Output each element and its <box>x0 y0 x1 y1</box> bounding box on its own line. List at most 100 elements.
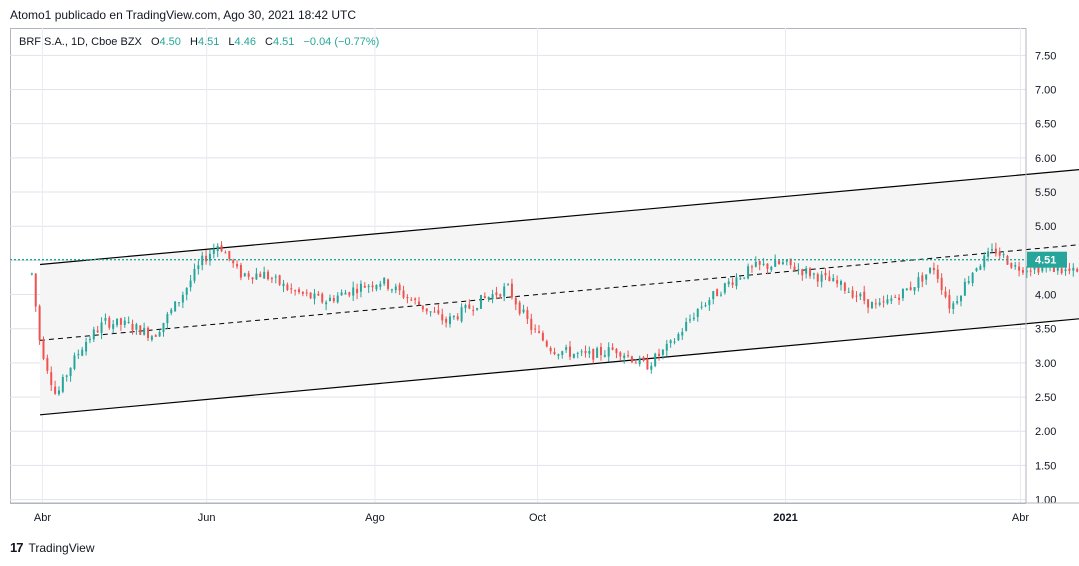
candle-body <box>774 260 777 267</box>
y-tick-label: 4.00 <box>1035 290 1056 302</box>
candle-body <box>526 310 529 320</box>
candle-body <box>716 289 719 297</box>
candle-body <box>789 258 792 266</box>
candle-body <box>607 347 610 357</box>
candle-body <box>863 291 866 301</box>
candle-body <box>983 255 986 268</box>
y-tick-label: 1.50 <box>1035 460 1056 472</box>
candle-body <box>553 351 556 355</box>
candle-body <box>352 287 355 296</box>
candle-body <box>708 300 711 306</box>
candle-body <box>375 285 378 290</box>
candle-body <box>282 283 285 287</box>
candle-body <box>197 265 200 269</box>
y-tick-label: 2.50 <box>1035 392 1056 404</box>
candle-body <box>940 277 943 291</box>
candle-body <box>131 323 134 331</box>
candle-body <box>584 351 587 354</box>
candle-body <box>572 353 575 358</box>
candle-body <box>1037 264 1040 273</box>
candle-body <box>689 319 692 321</box>
candle-body <box>116 318 119 326</box>
candle-body <box>828 276 831 282</box>
candle-body <box>46 358 49 371</box>
candle-body <box>243 273 246 276</box>
candle-body <box>549 347 552 352</box>
candle-body <box>890 298 893 301</box>
candle-body <box>665 343 668 351</box>
candle-body <box>994 248 997 254</box>
candle-body <box>998 251 1001 256</box>
candle-body <box>332 298 335 302</box>
candle-body <box>731 282 734 285</box>
y-tick-label: 7.00 <box>1035 85 1056 97</box>
candle-body <box>658 353 661 357</box>
candle-body <box>925 274 928 280</box>
candle-body <box>328 297 331 302</box>
candle-body <box>472 310 475 312</box>
candle-body <box>750 266 753 268</box>
candle-body <box>917 277 920 288</box>
candle-body <box>967 281 970 283</box>
candle-body <box>301 291 304 294</box>
candle-body <box>839 281 842 285</box>
candle-body <box>557 354 560 356</box>
y-tick-label: 3.00 <box>1035 358 1056 370</box>
candle-body <box>456 316 459 320</box>
candle-body <box>704 305 707 307</box>
candle-body <box>174 301 177 312</box>
candle-body <box>1068 268 1071 271</box>
candle-body <box>719 294 722 296</box>
candle-body <box>232 260 235 264</box>
candle-body <box>410 299 413 301</box>
candle-body <box>510 283 513 298</box>
candle-body <box>952 303 955 309</box>
candle-body <box>561 351 564 355</box>
candle-body <box>615 348 618 354</box>
candle-body <box>359 283 362 292</box>
candle-body <box>278 275 281 285</box>
high-value: 4.51 <box>197 36 220 48</box>
candle-body <box>735 277 738 287</box>
candle-body <box>57 390 60 395</box>
candle-body <box>383 277 386 284</box>
candle-body <box>216 245 219 252</box>
candle-body <box>452 315 455 318</box>
channel-lower-line <box>39 318 1079 416</box>
candle-body <box>630 356 633 363</box>
candle-body <box>801 269 804 276</box>
candle-body <box>696 308 699 317</box>
candle-body <box>212 249 215 254</box>
last-price-badge <box>1027 251 1067 268</box>
candle-body <box>754 261 757 267</box>
candle-body <box>100 322 103 334</box>
candle-body <box>1076 269 1079 272</box>
channel-fill <box>40 169 1079 415</box>
candle-body <box>418 301 421 306</box>
candle-body <box>518 302 521 314</box>
footer[interactable]: 17 TradingView <box>10 540 95 555</box>
candle-body <box>882 301 885 303</box>
candle-body <box>770 266 773 270</box>
candle-body <box>987 251 990 257</box>
candle-body <box>317 293 320 296</box>
candle-body <box>673 341 676 343</box>
candle-body <box>108 317 111 328</box>
candle-body <box>963 281 966 296</box>
candle-body <box>321 293 324 303</box>
candle-body <box>139 325 142 335</box>
candle-body <box>948 295 951 309</box>
candle-body <box>960 296 963 302</box>
candle-body <box>270 278 273 280</box>
candle-body <box>1072 267 1075 271</box>
candle-body <box>38 306 41 341</box>
candle-body <box>495 292 498 296</box>
candle-body <box>297 289 300 293</box>
candle-body <box>394 286 397 291</box>
candle-body <box>894 296 897 298</box>
candle-body <box>414 298 417 301</box>
candle-body <box>54 386 57 394</box>
high-label: H <box>189 36 198 48</box>
candle-body <box>855 295 858 297</box>
